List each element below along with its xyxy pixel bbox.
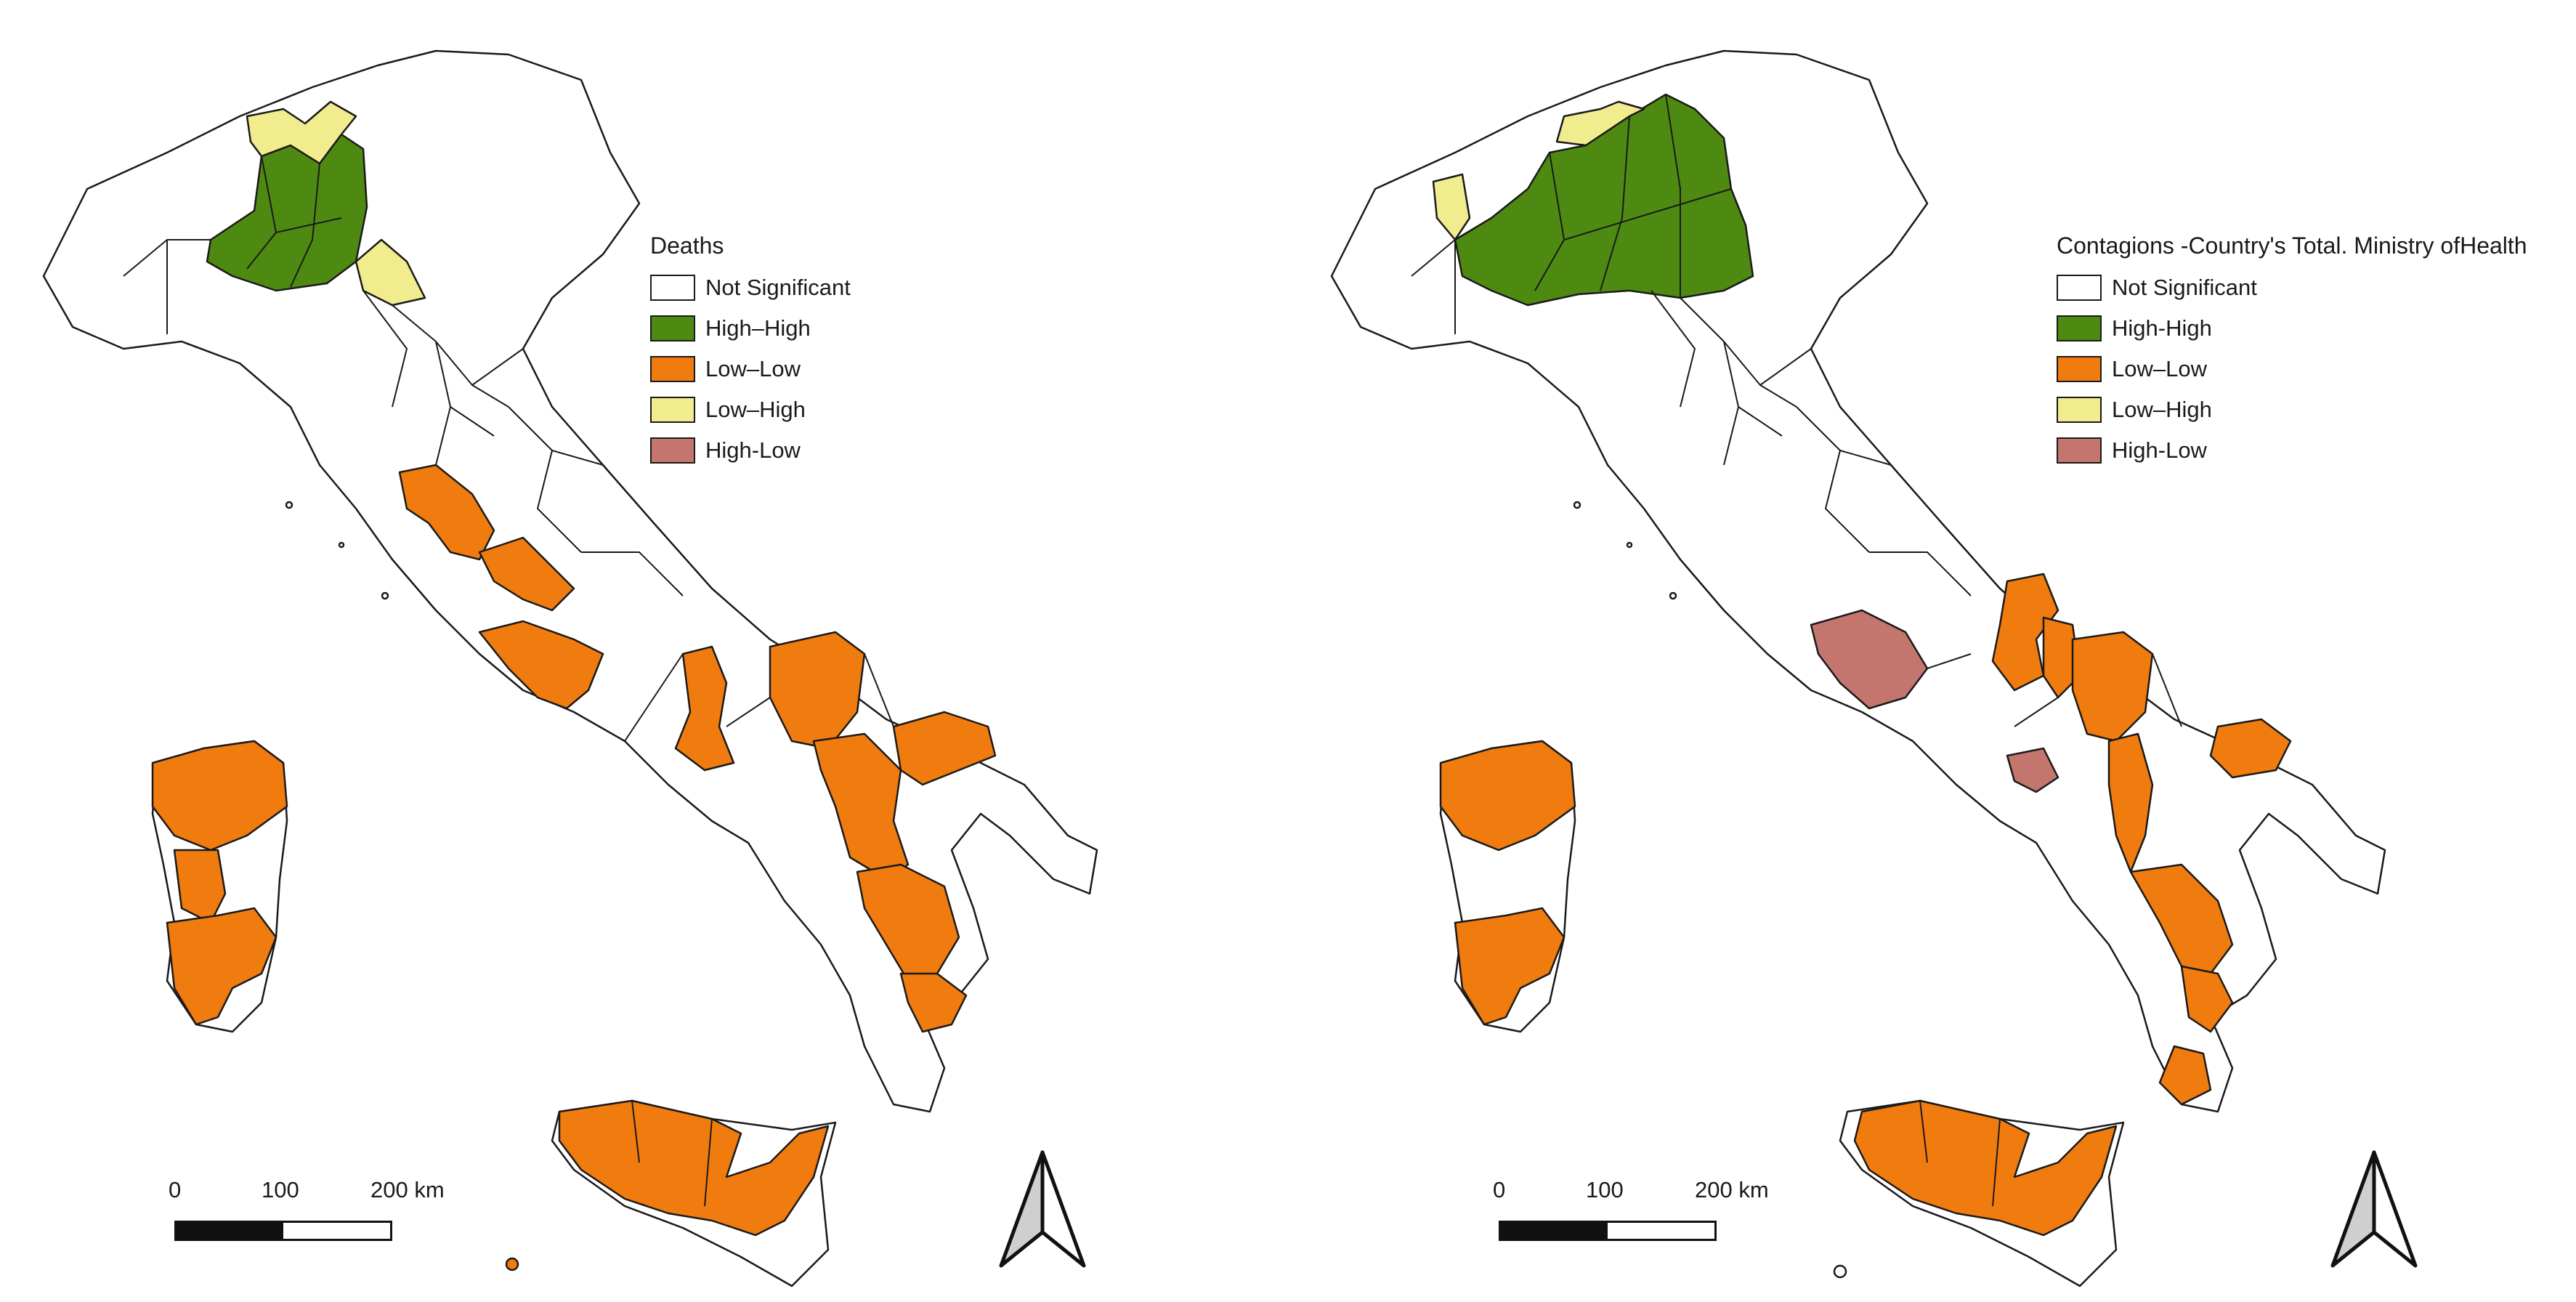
legend-swatch <box>2057 315 2102 341</box>
legend-label: Not Significant <box>705 275 851 300</box>
legend-swatch <box>650 397 695 423</box>
north-arrow-icon <box>999 1150 1086 1268</box>
legend-label: Low–High <box>705 397 806 422</box>
region-low-low <box>2129 863 2234 975</box>
legend-item-not-significant: Not Significant <box>2057 267 2527 308</box>
legend-label: Low–Low <box>2112 356 2207 381</box>
legend-item-high-high: High–High <box>650 308 851 349</box>
scale-label-100: 100 <box>262 1177 299 1202</box>
legend-item-not-significant: Not Significant <box>650 267 851 308</box>
legend-item-low-low: Low–Low <box>650 349 851 389</box>
region-low-low <box>899 972 968 1033</box>
region-low-low <box>2071 631 2154 743</box>
contagions-map-panel: Contagions -Country's Total. Ministry of… <box>1288 0 2576 1302</box>
region-low-low <box>892 711 997 786</box>
region-low-low <box>478 536 575 612</box>
legend-item-high-high: High-High <box>2057 308 2527 349</box>
legend-label: High–High <box>705 315 811 341</box>
legend-title: Contagions -Country's Total. Ministry of… <box>2057 232 2527 259</box>
region-low-low <box>1853 1099 2118 1237</box>
scale-label-100: 100 <box>1586 1177 1624 1202</box>
scale-label-200: 200 km <box>370 1177 445 1202</box>
scale-bar: 0 100 200 km <box>169 1177 479 1242</box>
legend-label: Low–High <box>2112 397 2212 422</box>
region-low-low <box>151 740 288 852</box>
scale-bar: 0 100 200 km <box>1493 1177 1804 1242</box>
legend-swatch <box>650 437 695 464</box>
legend-swatch <box>2057 275 2102 301</box>
region-low-high <box>246 100 357 165</box>
region-low-low <box>1439 740 1576 852</box>
region-low-low <box>1454 907 1566 1026</box>
region-low-high <box>1555 100 1645 147</box>
legend-label: Low–Low <box>705 356 801 381</box>
scale-label-0: 0 <box>1493 1177 1506 1202</box>
scale-bar-graphic <box>174 1221 392 1241</box>
region-low-low <box>2042 616 2081 699</box>
region-low-low <box>674 645 735 772</box>
legend-label: Not Significant <box>2112 275 2257 300</box>
region-low-low <box>558 1099 830 1237</box>
north-arrow-icon <box>2330 1150 2418 1268</box>
legend-swatch <box>2057 397 2102 423</box>
region-low-low <box>2107 732 2154 873</box>
region-low-low <box>398 464 495 561</box>
legend-item-high-low: High-Low <box>2057 430 2527 471</box>
legend-title: Deaths <box>650 232 724 259</box>
legend-swatch <box>2057 356 2102 382</box>
scale-label-200: 200 km <box>1695 1177 1769 1202</box>
contagions-choropleth-map <box>1330 49 2386 1287</box>
legend-item-low-low: Low–Low <box>2057 349 2527 389</box>
legend-label: High-Low <box>2112 437 2207 463</box>
italy-mainland <box>42 49 1098 1113</box>
region-low-low <box>2158 1045 2212 1106</box>
legend-label: High-Low <box>705 437 801 463</box>
region-high-low <box>1810 609 1929 710</box>
deaths-map-panel: Deaths Not Significant High–High Low–Low… <box>42 49 1098 1287</box>
region-low-low <box>2180 965 2234 1033</box>
legend-swatch <box>650 275 695 301</box>
legend-swatch <box>2057 437 2102 464</box>
contagions-legend: Contagions -Country's Total. Ministry of… <box>2057 231 2527 471</box>
legend-item-low-high: Low–High <box>2057 389 2527 430</box>
legend-swatch <box>650 315 695 341</box>
legend-item-high-low: High-Low <box>650 430 851 471</box>
region-low-low <box>2209 718 2292 779</box>
scale-label-0: 0 <box>169 1177 182 1202</box>
legend-item-low-high: Low–High <box>650 389 851 430</box>
region-low-low <box>478 620 604 710</box>
region-low-low <box>173 849 227 924</box>
region-low-low <box>769 631 866 750</box>
scale-bar-graphic <box>1499 1221 1717 1241</box>
region-low-low <box>166 907 278 1026</box>
deaths-choropleth-map <box>42 49 1098 1287</box>
region-high-low <box>2006 747 2059 793</box>
region-high-high <box>1454 93 1754 307</box>
region-low-high <box>1432 173 1471 241</box>
legend-label: High-High <box>2112 315 2212 341</box>
deaths-legend: Deaths Not Significant High–High Low–Low… <box>650 231 851 471</box>
legend-swatch <box>650 356 695 382</box>
